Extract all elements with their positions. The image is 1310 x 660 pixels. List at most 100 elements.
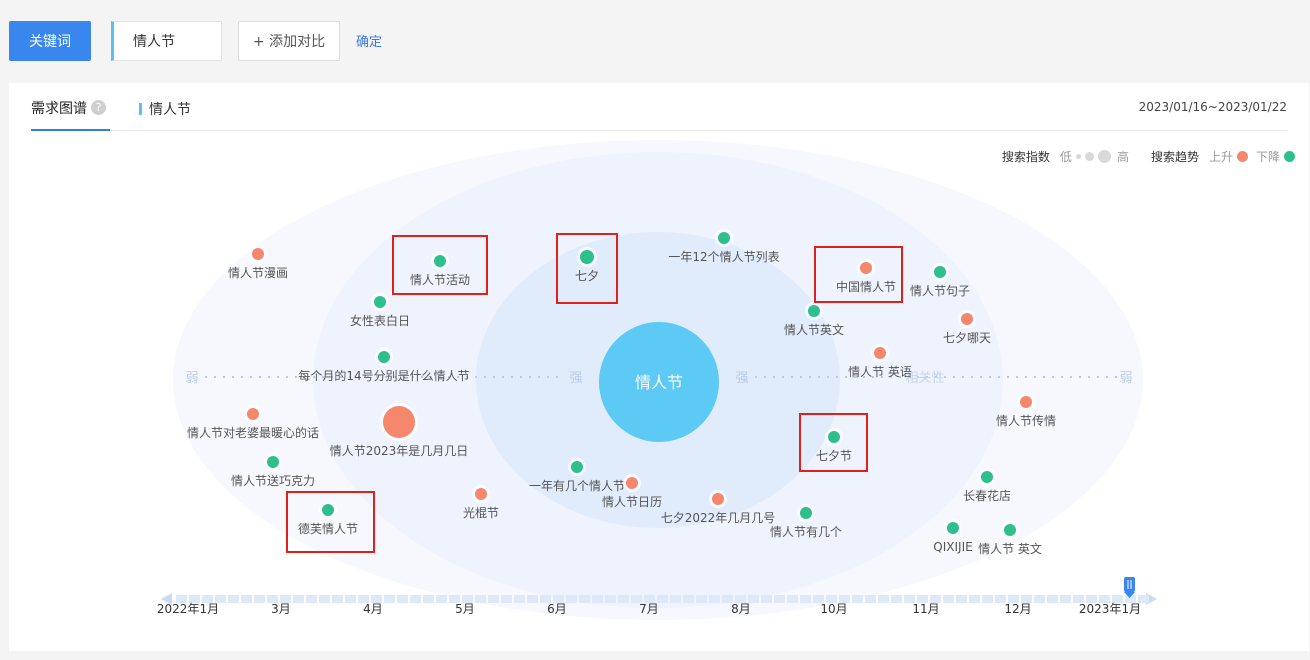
keyword-node[interactable]	[961, 313, 973, 325]
center-keyword-bubble[interactable]	[599, 322, 719, 442]
timeline-tick	[215, 595, 226, 603]
keyword-node[interactable]	[475, 488, 487, 500]
keyword-node[interactable]	[874, 347, 886, 359]
tab-demand-graph-label: 需求图谱	[31, 101, 87, 117]
keyword-node-label[interactable]: 情人节对老婆最暖心的话	[187, 425, 319, 440]
timeline-tick	[644, 595, 655, 603]
timeline-tick	[943, 595, 954, 603]
search-index-label: 搜索指数	[1001, 150, 1050, 164]
timeline-tick	[228, 595, 239, 603]
timeline-tick	[202, 595, 213, 603]
keyword-node-label[interactable]: 情人节 英语	[848, 365, 912, 379]
keyword-node[interactable]	[718, 232, 730, 244]
size-dot-medium-icon	[1084, 152, 1094, 161]
timeline-tick	[930, 595, 941, 603]
keyword-node[interactable]	[252, 248, 264, 260]
keyword-node-label[interactable]: 情人节传情	[996, 413, 1056, 428]
keyword-node[interactable]	[378, 351, 390, 363]
timeline-label: 2023年1月	[1079, 602, 1141, 616]
timeline-tick	[917, 595, 928, 603]
keyword-node[interactable]	[981, 471, 993, 483]
keyword-node[interactable]	[1020, 396, 1032, 408]
keyword-node[interactable]	[800, 507, 812, 519]
keyword-node-label[interactable]: 情人节句子	[910, 284, 970, 298]
timeline-tick	[709, 595, 720, 603]
timeline-handle-body[interactable]	[1124, 577, 1135, 592]
keyword-node[interactable]	[434, 255, 446, 267]
timeline-tick	[566, 595, 577, 603]
keyword-node-label[interactable]: 一年12个情人节列表	[668, 250, 779, 264]
timeline-tick	[774, 595, 785, 603]
keyword-node-label[interactable]: 七夕	[575, 269, 599, 283]
highlight-box	[814, 246, 903, 303]
keyword-node-label[interactable]: 女性表白日	[350, 313, 410, 328]
keyword-node-label[interactable]: 长春花店	[963, 488, 1011, 503]
keyword-node[interactable]	[1004, 524, 1016, 536]
timeline-tick	[527, 595, 538, 603]
keyword-node-label[interactable]: 情人节漫画	[228, 266, 288, 280]
timeline-tick	[358, 595, 369, 603]
keyword-node[interactable]	[626, 477, 638, 489]
keyword-node-label[interactable]: 中国情人节	[836, 279, 896, 294]
keyword-node-label[interactable]: 情人节有几个	[770, 525, 842, 539]
timeline-tick	[306, 595, 317, 603]
timeline-tick	[436, 595, 447, 603]
keyword-node[interactable]	[374, 296, 386, 308]
keyword-node[interactable]	[947, 522, 959, 534]
keyword-node-label[interactable]: 七夕哪天	[943, 331, 991, 345]
highlight-box	[392, 235, 488, 295]
timeline-left-arrow-icon[interactable]	[161, 593, 172, 605]
keyword-node[interactable]	[571, 461, 583, 473]
keyword-node-label[interactable]: 七夕2022年几月几号	[661, 511, 776, 525]
confirm-link[interactable]: 确定	[356, 35, 383, 50]
timeline-tick	[670, 595, 681, 603]
timeline-tick	[280, 595, 291, 603]
keyword-node-label[interactable]: 情人节 英文	[978, 541, 1042, 556]
legend-down: 下降	[1255, 150, 1280, 164]
keyword-node-label[interactable]: 情人节日历	[602, 495, 662, 509]
keyword-node-label[interactable]: 德芙情人节	[298, 521, 358, 536]
keyword-node-label[interactable]: 情人节2023年是几月几日	[330, 444, 469, 458]
legend-up: 上升	[1208, 150, 1233, 164]
keyword-node[interactable]	[712, 493, 724, 505]
keyword-node[interactable]	[580, 250, 594, 264]
trend-down-dot-icon	[1284, 151, 1295, 162]
keyword-node[interactable]	[808, 305, 820, 317]
help-icon[interactable]: ?	[91, 100, 106, 115]
keyword-node[interactable]	[247, 408, 259, 420]
timeline-tick	[241, 595, 252, 603]
keyword-node-label[interactable]: 光棍节	[463, 506, 499, 520]
tab-bar: 需求图谱 ? 情人节 2023/01/16~2023/01/22	[31, 83, 1287, 131]
legend: 搜索指数 低 高 搜索趋势 上升 下降	[1002, 148, 1295, 165]
keyword-node[interactable]	[934, 266, 946, 278]
timeline-tick	[813, 595, 824, 603]
timeline-tick	[1073, 595, 1084, 603]
keyword-node-label[interactable]: 每个月的14号分别是什么情人节	[298, 368, 469, 383]
keyword-node[interactable]	[860, 262, 872, 274]
timeline-tick	[488, 595, 499, 603]
tab-demand-graph[interactable]: 需求图谱 ?	[31, 98, 110, 131]
keyword-node[interactable]	[383, 406, 415, 438]
timeline-tick	[618, 595, 629, 603]
keyword-node-label[interactable]: 七夕节	[816, 449, 852, 463]
keyword-input[interactable]: 情人节	[111, 21, 222, 61]
keyword-node[interactable]	[828, 431, 840, 443]
keyword-node-label[interactable]: 情人节英文	[784, 322, 844, 337]
timeline-tick	[1060, 595, 1071, 603]
timeline-handle[interactable]	[1124, 577, 1135, 598]
timeline-tick	[176, 595, 187, 603]
add-compare-button[interactable]: + 添加对比	[238, 21, 340, 61]
keyword-node[interactable]	[267, 456, 279, 468]
tab-keyword[interactable]: 情人节	[139, 99, 191, 119]
keyword-node-label[interactable]: 情人节送巧克力	[231, 473, 315, 488]
keyword-node[interactable]	[322, 504, 334, 516]
timeline-tick	[748, 595, 759, 603]
keyword-node-label[interactable]: 情人节活动	[410, 273, 470, 287]
keyword-node-label[interactable]: 一年有几个情人节	[529, 479, 625, 493]
timeline-label: 8月	[731, 602, 751, 616]
timeline-tick	[969, 595, 980, 603]
timeline-tick	[787, 595, 798, 603]
keyword-node-label[interactable]: QIXIJIE	[933, 540, 972, 554]
keyword-button[interactable]: 关键词	[9, 21, 91, 61]
